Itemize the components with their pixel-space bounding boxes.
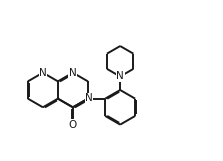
Text: O: O bbox=[69, 120, 77, 130]
Text: N: N bbox=[39, 68, 47, 78]
Text: N: N bbox=[69, 68, 77, 78]
Text: N: N bbox=[85, 93, 93, 103]
Text: N: N bbox=[116, 71, 124, 81]
